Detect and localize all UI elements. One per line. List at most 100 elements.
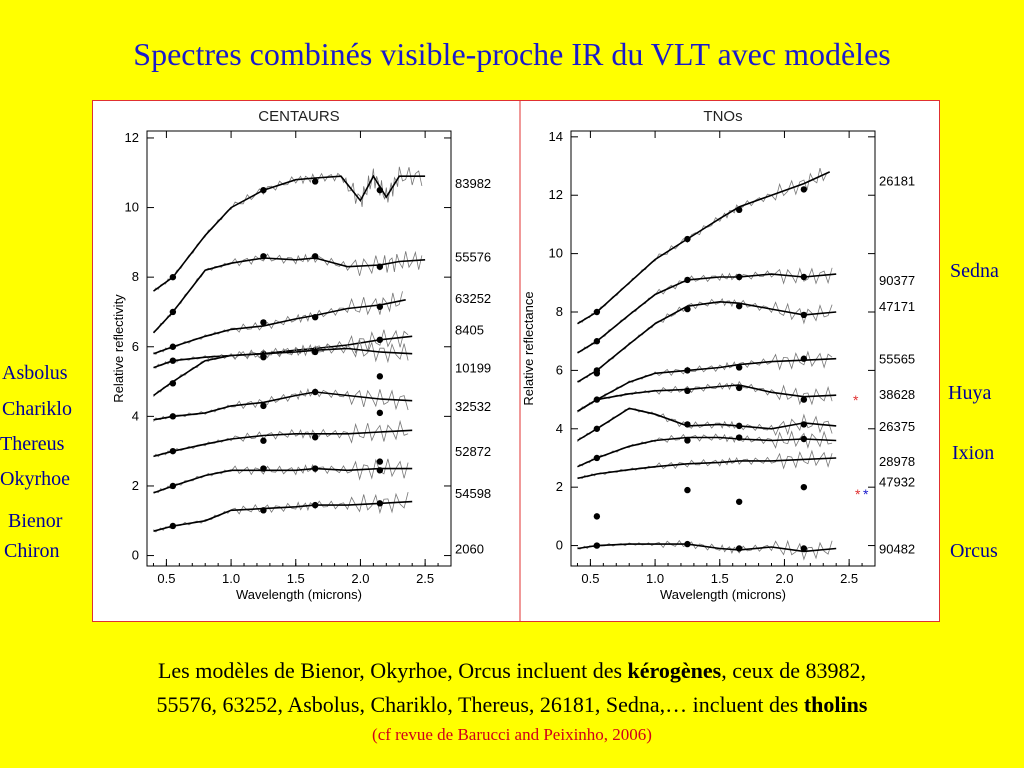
asterisk-mark-red: *	[855, 486, 861, 502]
model-curve-47932	[577, 457, 837, 480]
photometry-point-55576	[260, 253, 267, 260]
photometry-point-47932	[684, 486, 691, 494]
asterisk-mark-red: *	[853, 392, 859, 408]
y-tick-label: 6	[132, 339, 139, 354]
label-ixion: Ixion	[952, 442, 995, 464]
y-tick-label: 12	[125, 130, 139, 145]
series-label-47932: 47932	[879, 474, 915, 489]
photometry-point-90377	[800, 273, 808, 281]
photometry-point-54598	[169, 482, 177, 490]
photometry-point-55565	[735, 364, 743, 371]
caption-keyword-kerogenes: kérogènes	[627, 658, 722, 683]
y-tick-label: 4	[132, 408, 139, 423]
series-label-55576: 55576	[455, 249, 491, 264]
model-curve-2060	[153, 500, 413, 532]
photometry-point-28978	[684, 437, 691, 444]
chart-title: TNOs	[703, 108, 742, 125]
x-tick-label: 0.5	[157, 571, 175, 586]
x-tick-label: 0.5	[581, 571, 599, 586]
spectrum-trace-32532	[153, 387, 409, 422]
photometry-point-32532	[169, 413, 177, 420]
y-tick-label: 4	[556, 421, 563, 436]
figure-panel: CENTAURS 0.5 1.0 1.5 2.0 2.5 0 2 4 6 8 10 12 Waveleng…	[92, 100, 940, 622]
photometry-point-26375	[684, 421, 691, 428]
x-tick-label: 1.0	[646, 571, 664, 586]
photometry-point-38628	[735, 384, 743, 392]
label-sedna: Sedna	[950, 260, 999, 282]
label-asbolus: Asbolus	[2, 362, 68, 384]
photometry-point-10199	[169, 380, 177, 387]
spectrum-trace-52872	[153, 419, 409, 458]
spectrum-trace-63252	[153, 291, 403, 355]
x-tick-label: 1.5	[287, 571, 305, 586]
photometry-point-32532	[376, 409, 384, 417]
model-curve-90377	[577, 273, 837, 354]
photometry-point-2060	[376, 500, 384, 507]
photometry-point-55576	[311, 253, 319, 260]
x-tick-label: 2.5	[840, 571, 858, 586]
spectrum-trace-8405	[153, 329, 409, 369]
model-curve-8405	[153, 335, 413, 369]
y-tick-label: 10	[549, 246, 563, 261]
caption-line-1: Les modèles de Bienor, Okyrhoe, Orcus in…	[20, 658, 1004, 684]
caption-text: , ceux de 83982,	[721, 658, 867, 683]
photometry-point-32532	[311, 388, 319, 396]
photometry-point-55565	[800, 355, 808, 362]
photometry-point-52872	[311, 434, 319, 441]
photometry-point-90377	[684, 276, 691, 284]
photometry-point-52872	[169, 447, 177, 455]
photometry-point-10199	[260, 354, 267, 361]
x-tick-label: 2.5	[416, 571, 434, 586]
model-curve-26375	[577, 407, 837, 442]
photometry-point-52872	[376, 458, 384, 465]
y-tick-label: 6	[556, 362, 563, 377]
photometry-point-90482	[800, 545, 808, 552]
model-curve-26181	[577, 171, 831, 325]
x-tick-label: 1.0	[222, 571, 240, 586]
spectrum-trace-83982	[153, 166, 423, 292]
label-orcus: Orcus	[950, 540, 998, 562]
label-huya: Huya	[948, 382, 992, 404]
plot-frame	[570, 130, 876, 567]
photometry-point-55576	[376, 263, 384, 270]
series-label-10199: 10199	[455, 361, 491, 376]
slide-title: Spectres combinés visible-proche IR du V…	[133, 36, 891, 72]
photometry-point-47171	[684, 305, 691, 313]
series-label-90482: 90482	[879, 541, 915, 556]
series-label-83982: 83982	[455, 176, 491, 191]
photometry-point-28978	[735, 434, 743, 441]
model-curve-28978	[577, 436, 837, 468]
spectrum-trace-26181	[577, 167, 827, 324]
photometry-point-47171	[735, 302, 743, 310]
plot-frame	[146, 130, 452, 567]
photometry-point-2060	[260, 507, 267, 514]
model-curve-32532	[153, 391, 413, 421]
series-label-38628: 38628	[879, 387, 915, 402]
model-curve-55576	[152, 257, 426, 334]
model-curve-10199	[153, 347, 413, 397]
photometry-point-47171	[800, 311, 808, 319]
photometry-point-47932	[593, 513, 601, 520]
photometry-point-83982	[260, 186, 267, 194]
y-axis-label: Relative reflectivity	[111, 294, 126, 403]
series-label-47171: 47171	[879, 299, 915, 314]
y-tick-label: 8	[556, 304, 563, 319]
photometry-point-90377	[735, 273, 743, 281]
photometry-point-83982	[169, 273, 177, 281]
series-label-32532: 32532	[455, 399, 491, 414]
x-axis-label: Wavelength (microns)	[236, 587, 362, 602]
photometry-point-10199	[311, 348, 319, 356]
series-label-52872: 52872	[455, 444, 491, 459]
y-tick-label: 0	[132, 548, 139, 563]
model-curve-54598	[153, 467, 413, 494]
photometry-point-90482	[735, 545, 743, 552]
photometry-point-38628	[593, 396, 601, 403]
series-label-26375: 26375	[879, 419, 915, 434]
photometry-point-90482	[593, 542, 601, 549]
model-curve-63252	[153, 299, 406, 355]
photometry-point-47932	[800, 483, 808, 491]
photometry-point-38628	[684, 387, 691, 395]
label-chariklo: Chariklo	[2, 398, 72, 420]
photometry-point-38628	[800, 396, 808, 403]
spectrum-trace-54598	[153, 458, 409, 494]
